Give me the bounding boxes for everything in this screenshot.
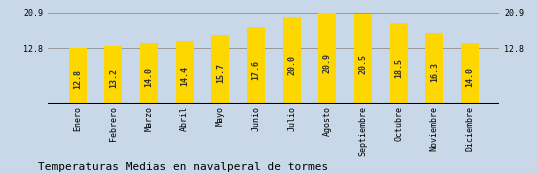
Bar <box>247 27 265 104</box>
Text: 13.2: 13.2 <box>109 68 118 88</box>
Bar <box>393 48 405 104</box>
Bar <box>71 48 84 104</box>
Bar <box>214 48 227 104</box>
Text: 15.7: 15.7 <box>216 63 225 83</box>
Bar <box>428 48 440 104</box>
Text: 14.0: 14.0 <box>466 67 475 87</box>
Text: 20.9: 20.9 <box>323 53 332 73</box>
Text: 20.5: 20.5 <box>359 54 367 74</box>
Bar <box>283 17 301 104</box>
Bar <box>318 13 336 104</box>
Text: 20.0: 20.0 <box>287 55 296 75</box>
Bar <box>464 48 476 104</box>
Text: Temperaturas Medias en navalperal de tormes: Temperaturas Medias en navalperal de tor… <box>38 162 328 172</box>
Bar <box>390 23 408 104</box>
Bar <box>107 48 120 104</box>
Text: 16.3: 16.3 <box>430 62 439 82</box>
Text: 12.8: 12.8 <box>73 69 82 89</box>
Text: 14.0: 14.0 <box>144 67 154 87</box>
Bar <box>357 48 369 104</box>
Bar <box>212 35 229 104</box>
Bar <box>140 43 158 104</box>
Text: 14.4: 14.4 <box>180 66 189 86</box>
Bar <box>461 43 479 104</box>
Bar <box>425 33 443 104</box>
Text: 18.5: 18.5 <box>394 58 403 78</box>
Bar <box>69 48 86 104</box>
Text: 17.6: 17.6 <box>251 60 260 80</box>
Bar <box>143 48 155 104</box>
Bar <box>286 48 298 104</box>
Bar <box>321 48 333 104</box>
Bar <box>105 46 122 104</box>
Bar <box>178 48 191 104</box>
Bar <box>176 41 194 104</box>
Bar <box>250 48 262 104</box>
Bar <box>354 14 372 104</box>
